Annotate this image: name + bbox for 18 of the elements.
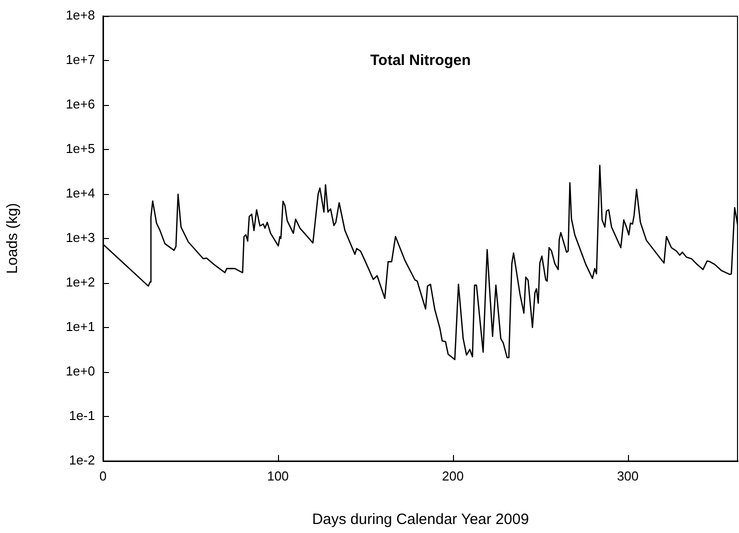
x-tick-label: 0: [99, 468, 107, 484]
y-tick-label: 1e+5: [66, 140, 95, 156]
y-tick-label: 1e+2: [66, 274, 95, 290]
x-axis-title: Days during Calendar Year 2009: [312, 511, 529, 528]
y-tick-label: 1e+7: [66, 52, 95, 67]
y-axis-title: Loads (kg): [4, 202, 22, 274]
y-tick-label: 1e-2: [68, 452, 95, 468]
y-tick-label: 1e-1: [68, 408, 95, 424]
x-tick-label: 200: [442, 468, 464, 484]
y-tick-label: 1e+8: [66, 7, 95, 22]
y-tick-label: 1e+1: [66, 319, 95, 334]
y-tick-label: 1e+4: [66, 185, 95, 200]
text: Total Nitrogen: [370, 52, 471, 69]
x-tick-label: 300: [616, 468, 639, 484]
x-tick-label: 100: [267, 468, 289, 484]
y-tick-label: 1e+3: [66, 230, 95, 245]
y-tick-label: 1e+0: [66, 364, 95, 379]
y-tick-label: 1e+6: [66, 96, 95, 112]
